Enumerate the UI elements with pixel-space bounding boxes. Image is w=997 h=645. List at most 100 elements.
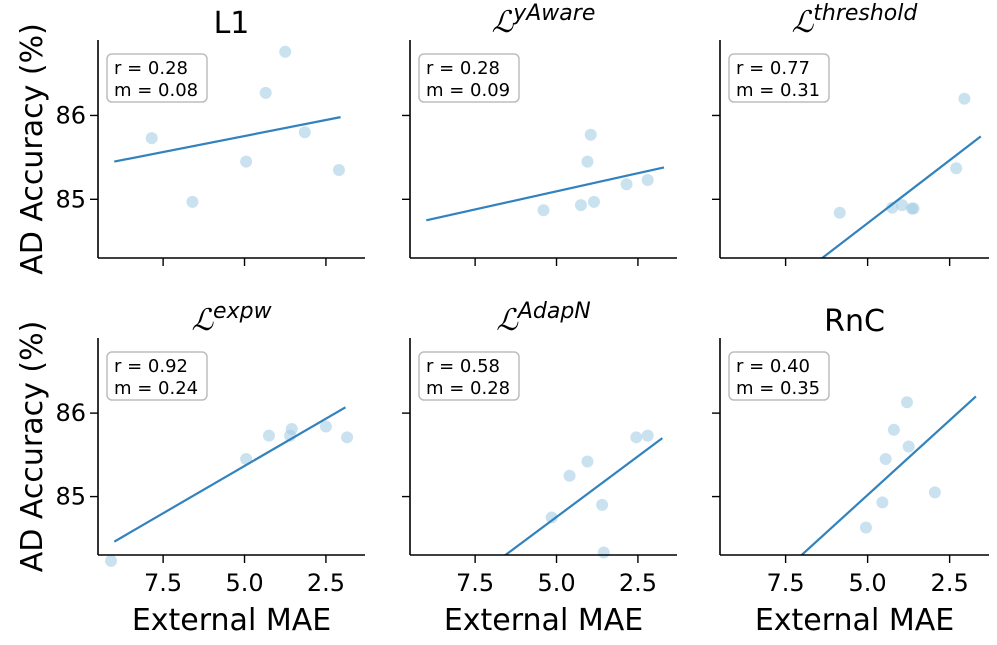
data-point-3 [240, 155, 253, 168]
data-point-6 [620, 178, 633, 191]
stats-m: m = 0.08 [114, 80, 198, 101]
x-tick-label: 7.5 [767, 569, 805, 597]
stats-r: r = 0.92 [114, 356, 188, 377]
subplot-title: ℒyAware [492, 1, 596, 40]
subplot-title: ℒexpw [191, 299, 272, 338]
data-point-3 [896, 199, 909, 212]
x-tick-label: 7.5 [144, 569, 182, 597]
x-axis-label: External MAE [444, 603, 643, 638]
data-point-5 [285, 422, 298, 435]
x-tick-label: 5.0 [849, 569, 887, 597]
data-point-6 [902, 440, 915, 453]
y-tick-label: 85 [55, 185, 86, 213]
loss-symbol: ℒ [191, 303, 214, 338]
stats-m: m = 0.35 [736, 378, 820, 399]
stats-r: r = 0.58 [426, 356, 500, 377]
loss-superscript: threshold [813, 1, 918, 26]
stats-box [728, 53, 830, 103]
stats-m: m = 0.31 [736, 80, 820, 101]
regression-line [503, 437, 664, 555]
loss-superscript: expw [213, 299, 273, 324]
data-point-5 [597, 546, 610, 559]
data-point-4 [596, 498, 609, 511]
data-point-5 [900, 396, 913, 409]
stats-box [418, 351, 520, 401]
data-point-3 [262, 429, 275, 442]
data-point-1 [105, 554, 118, 567]
data-point-5 [907, 202, 920, 215]
stats-r: r = 0.28 [426, 58, 500, 79]
data-point-2 [886, 201, 899, 214]
data-point-5 [279, 45, 292, 58]
data-point-7 [928, 486, 941, 499]
subplot-title: L1 [214, 6, 250, 41]
regression-line [800, 395, 977, 555]
data-point-1 [145, 132, 158, 145]
loss-symbol: ℒ [792, 5, 815, 40]
x-tick-label: 2.5 [619, 569, 657, 597]
stats-r: r = 0.28 [114, 58, 188, 79]
data-point-5 [587, 195, 600, 208]
subplot-title: ℒAdapN [496, 299, 591, 338]
data-point-1 [833, 206, 846, 219]
data-point-3 [581, 155, 594, 168]
data-point-2 [186, 195, 199, 208]
subplot-title: RnC [824, 304, 885, 339]
data-point-3 [581, 455, 594, 468]
subplot-1: 85 86 r = 0.28m = 0.08 L1 AD Accuracy (%) [15, 6, 365, 275]
y-tick-label: 86 [55, 399, 86, 427]
loss-symbol: ℒ [492, 5, 515, 40]
data-point-1 [537, 204, 550, 217]
x-tick-label: 7.5 [456, 569, 494, 597]
loss-superscript: AdapN [516, 299, 591, 324]
y-tick-label: 85 [55, 483, 86, 511]
data-point-1 [545, 511, 558, 524]
data-point-7 [958, 92, 971, 105]
regression-line [426, 166, 665, 222]
x-tick-label: 2.5 [931, 569, 969, 597]
subplot-4: 85 86 7.5 5.0 2.5 r = 0.92m = 0.24 ℒexpw AD Acc… [15, 299, 365, 638]
x-tick-label: 5.0 [537, 569, 575, 597]
data-point-7 [341, 431, 354, 444]
stats-box [418, 53, 520, 103]
data-point-6 [319, 420, 332, 433]
stats-r: r = 0.77 [736, 58, 810, 79]
regression-line [113, 406, 347, 543]
stats-m: m = 0.28 [426, 378, 510, 399]
x-axis-label: External MAE [755, 603, 954, 638]
stats-box [728, 351, 830, 401]
data-point-1 [859, 521, 872, 534]
data-point-6 [950, 162, 963, 175]
data-point-3 [879, 453, 892, 466]
data-point-2 [563, 469, 576, 482]
data-point-6 [630, 431, 643, 444]
subplot-title: ℒthreshold [792, 1, 919, 40]
regression-line [820, 135, 982, 258]
subplot-2: r = 0.28m = 0.09 ℒyAware [402, 1, 677, 266]
subplot-3: r = 0.77m = 0.31 ℒthreshold [712, 1, 989, 266]
data-point-4 [887, 423, 900, 436]
stats-box [106, 53, 208, 103]
regression-line [114, 116, 341, 163]
subplot-5: 7.5 5.0 2.5 r = 0.58m = 0.28 ℒAdapN External … [402, 299, 677, 638]
loss-symbol: ℒ [496, 303, 519, 338]
data-point-2 [574, 199, 587, 212]
y-tick-label: 86 [55, 101, 86, 129]
loss-superscript: yAware [512, 1, 595, 26]
y-axis-label: AD Accuracy (%) [15, 321, 50, 573]
y-axis-label: AD Accuracy (%) [15, 23, 50, 275]
data-point-7 [641, 174, 654, 187]
data-point-4 [584, 128, 597, 141]
x-tick-label: 2.5 [307, 569, 345, 597]
data-point-2 [876, 496, 889, 509]
stats-box [106, 351, 208, 401]
x-axis-label: External MAE [132, 603, 331, 638]
stats-r: r = 0.40 [736, 356, 810, 377]
data-point-7 [332, 163, 345, 176]
data-point-4 [259, 86, 272, 99]
stats-m: m = 0.09 [426, 80, 510, 101]
subplot-6: 7.5 5.0 2.5 r = 0.40m = 0.35 RnC External MAE [712, 304, 989, 638]
x-tick-label: 5.0 [225, 569, 263, 597]
stats-m: m = 0.24 [114, 378, 198, 399]
